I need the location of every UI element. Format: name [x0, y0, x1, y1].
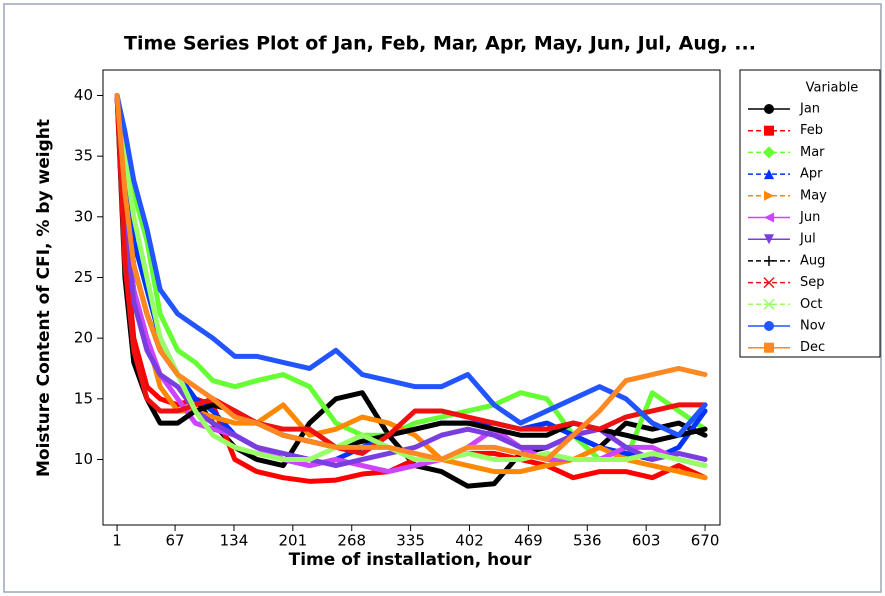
legend-marker [764, 212, 774, 223]
legend-label: Nov [800, 319, 826, 334]
x-tick-label: 402 [455, 532, 484, 550]
series-line [114, 92, 708, 469]
y-tick-label: 35 [74, 147, 93, 165]
legend-label: Apr [800, 167, 823, 182]
series-line [114, 92, 708, 481]
legend-label: Dec [800, 340, 825, 355]
legend-marker [764, 321, 774, 331]
x-tick-label: 1 [112, 532, 122, 550]
y-axis-label: Moisture Content of CFI, % by weight [34, 119, 54, 477]
legend-marker [763, 277, 775, 289]
y-tick-label: 40 [74, 86, 93, 104]
series-line [114, 92, 708, 438]
x-tick-label: 201 [279, 532, 308, 550]
legend-marker [763, 146, 775, 159]
legend-marker [764, 104, 774, 114]
y-tick-label: 15 [74, 389, 93, 407]
legend-marker [763, 298, 775, 310]
series-line [114, 92, 708, 469]
legend-label: May [800, 188, 827, 203]
x-tick-label: 469 [514, 532, 543, 550]
y-tick-label: 25 [74, 268, 93, 286]
x-tick-label: 603 [632, 532, 661, 550]
series-line [114, 92, 708, 462]
plot-area [102, 69, 721, 526]
legend-title: Variable [806, 81, 859, 96]
legend-box [739, 69, 881, 358]
legend-label: Jul [799, 232, 816, 247]
y-tick-label: 10 [74, 450, 93, 468]
legend-marker [764, 169, 774, 180]
legend-label: Sep [800, 275, 825, 290]
y-tick-label: 30 [74, 207, 93, 225]
legend-marker [764, 190, 774, 201]
legend-label: Jan [799, 102, 820, 117]
x-axis-label: Time of installation, hour [289, 550, 532, 570]
y-tick-label: 20 [74, 329, 93, 347]
series-line [114, 92, 708, 484]
legend-marker [764, 234, 774, 245]
legend-label: Mar [800, 145, 825, 160]
legend-marker [764, 342, 774, 353]
legend-label: Feb [800, 123, 823, 138]
chart-title: Time Series Plot of Jan, Feb, Mar, Apr, … [124, 33, 756, 55]
legend-label: Jun [799, 210, 820, 225]
x-tick-label: 536 [573, 532, 602, 550]
legend-marker [764, 125, 774, 136]
x-tick-label: 67 [166, 532, 185, 550]
legend-marker [764, 255, 774, 266]
x-tick-label: 335 [396, 532, 425, 550]
x-tick-label: 670 [691, 532, 720, 550]
x-tick-label: 268 [337, 532, 366, 550]
x-tick-label: 134 [220, 532, 249, 550]
legend-label: Oct [800, 297, 822, 312]
legend-label: Aug [800, 253, 825, 268]
series-line [114, 92, 708, 456]
